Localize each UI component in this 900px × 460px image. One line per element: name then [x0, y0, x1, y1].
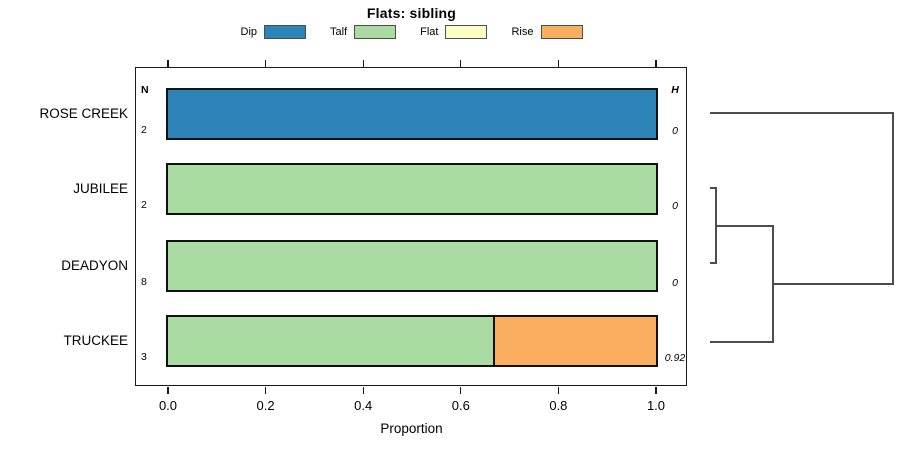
h-value: 0.92	[664, 352, 686, 364]
bar-row	[166, 88, 658, 140]
axis-tick	[655, 60, 657, 67]
legend: Dip Talf Flat Rise	[135, 25, 688, 39]
legend-label: Talf	[330, 26, 348, 38]
axis-tick	[460, 387, 462, 394]
bar-segment-rise	[493, 317, 656, 365]
legend-label: Dip	[240, 26, 258, 38]
tick-label: 1.0	[646, 398, 666, 413]
legend-item: Rise	[511, 25, 583, 39]
dendrogram-segment	[710, 187, 716, 189]
dendrogram-segment	[716, 225, 773, 227]
bar-segment-talf	[168, 242, 656, 290]
legend-swatch	[264, 25, 307, 39]
dendrogram-segment	[772, 225, 774, 343]
chart-title: Flats: sibling	[366, 5, 457, 21]
axis-tick	[362, 60, 364, 67]
bar-segment-talf	[168, 165, 656, 213]
bar-segment-talf	[168, 317, 494, 365]
legend-label: Flat	[420, 26, 439, 38]
tick-label: 0.4	[354, 398, 373, 413]
axis-tick	[167, 387, 169, 394]
legend-swatch	[540, 25, 583, 39]
h-value: 0	[672, 277, 678, 289]
legend-swatch	[354, 25, 397, 39]
legend-item: Talf	[330, 25, 397, 39]
n-value: 2	[141, 199, 147, 211]
dendrogram-segment	[710, 112, 893, 114]
legend-swatch	[445, 25, 488, 39]
category-label: JUBILEE	[73, 181, 128, 196]
dendrogram-segment	[710, 341, 773, 343]
legend-item: Dip	[241, 25, 307, 39]
n-value: 3	[141, 351, 147, 363]
dendrogram-segment	[710, 262, 716, 264]
legend-item: Flat	[420, 25, 488, 39]
h-value: 0	[672, 200, 678, 212]
dendrogram-segment	[773, 283, 893, 285]
bar-row	[166, 315, 658, 367]
category-label: DEADYON	[61, 258, 128, 273]
legend-label: Rise	[511, 26, 534, 38]
tick-label: 0.0	[158, 398, 178, 413]
dendrogram-segment	[892, 112, 894, 285]
x-axis-label: Proportion	[380, 421, 443, 436]
tick-label: 0.8	[549, 398, 568, 413]
category-label: TRUCKEE	[63, 333, 128, 348]
axis-tick	[557, 387, 560, 394]
axis-tick	[362, 387, 364, 394]
bar-row	[166, 240, 658, 292]
axis-tick	[557, 60, 560, 67]
dendrogram-segment	[715, 187, 717, 264]
category-label: ROSE CREEK	[39, 106, 128, 121]
h-column-header: H	[671, 84, 679, 96]
tick-label: 0.6	[451, 398, 470, 413]
axis-tick	[264, 387, 267, 394]
bar-row	[166, 163, 658, 215]
n-value: 8	[141, 276, 147, 288]
axis-tick	[264, 60, 267, 67]
axis-tick	[167, 60, 169, 67]
tick-label: 0.2	[256, 398, 275, 413]
n-column-header: N	[141, 84, 149, 96]
axis-tick	[460, 60, 462, 67]
axis-tick	[655, 387, 657, 394]
bar-segment-dip	[168, 90, 656, 138]
h-value: 0	[672, 125, 678, 137]
n-value: 2	[141, 124, 147, 136]
